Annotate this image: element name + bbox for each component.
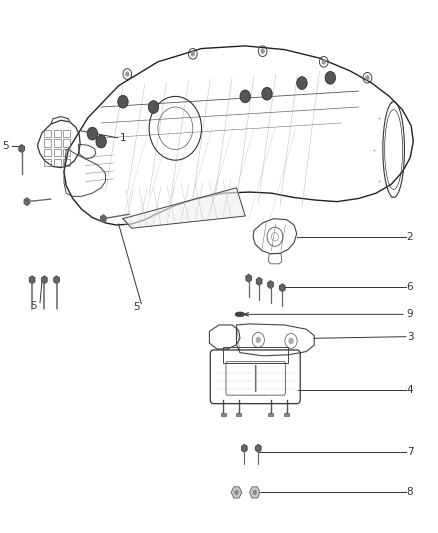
Polygon shape <box>101 215 106 222</box>
Polygon shape <box>256 445 261 452</box>
Polygon shape <box>42 276 47 284</box>
Text: 5: 5 <box>2 141 9 151</box>
Circle shape <box>234 490 239 495</box>
Circle shape <box>87 127 98 140</box>
Circle shape <box>148 101 159 114</box>
Bar <box>44 149 51 157</box>
Bar <box>53 130 60 138</box>
Bar <box>44 130 51 138</box>
Bar <box>268 413 273 416</box>
Bar <box>284 413 289 416</box>
Text: 1: 1 <box>120 133 126 143</box>
Bar <box>63 149 70 157</box>
Text: 8: 8 <box>407 488 413 497</box>
Circle shape <box>261 49 265 54</box>
Circle shape <box>365 75 370 80</box>
Circle shape <box>321 59 326 64</box>
Bar <box>53 140 60 147</box>
Bar <box>53 159 60 166</box>
Text: 2: 2 <box>407 232 413 243</box>
Polygon shape <box>24 198 29 205</box>
Polygon shape <box>29 276 35 284</box>
Circle shape <box>191 51 195 56</box>
Circle shape <box>297 77 307 90</box>
Bar <box>63 130 70 138</box>
Circle shape <box>256 337 261 343</box>
Bar <box>44 159 51 166</box>
Circle shape <box>288 338 293 344</box>
Polygon shape <box>257 278 262 285</box>
Polygon shape <box>279 284 285 292</box>
Polygon shape <box>54 276 59 284</box>
Bar <box>63 140 70 147</box>
Text: 7: 7 <box>407 447 413 456</box>
Polygon shape <box>231 487 242 498</box>
Polygon shape <box>250 487 260 498</box>
Ellipse shape <box>235 312 245 317</box>
Circle shape <box>325 71 336 84</box>
Circle shape <box>253 490 257 495</box>
Circle shape <box>125 71 130 77</box>
Polygon shape <box>19 145 24 152</box>
Bar <box>63 159 70 166</box>
Text: 5: 5 <box>134 302 140 312</box>
Circle shape <box>240 90 251 103</box>
Bar <box>236 413 241 416</box>
Circle shape <box>118 95 128 108</box>
Text: 9: 9 <box>407 309 413 319</box>
Polygon shape <box>246 274 251 282</box>
Polygon shape <box>242 445 247 452</box>
Polygon shape <box>123 188 245 228</box>
Text: 4: 4 <box>407 385 413 395</box>
Text: 3: 3 <box>407 332 413 342</box>
Bar <box>221 413 226 416</box>
Circle shape <box>96 135 106 148</box>
Text: 6: 6 <box>407 282 413 292</box>
Circle shape <box>262 87 272 100</box>
Polygon shape <box>268 281 273 288</box>
Text: 5: 5 <box>30 301 37 311</box>
Bar <box>44 140 51 147</box>
Bar <box>53 149 60 157</box>
Bar <box>223 348 288 364</box>
